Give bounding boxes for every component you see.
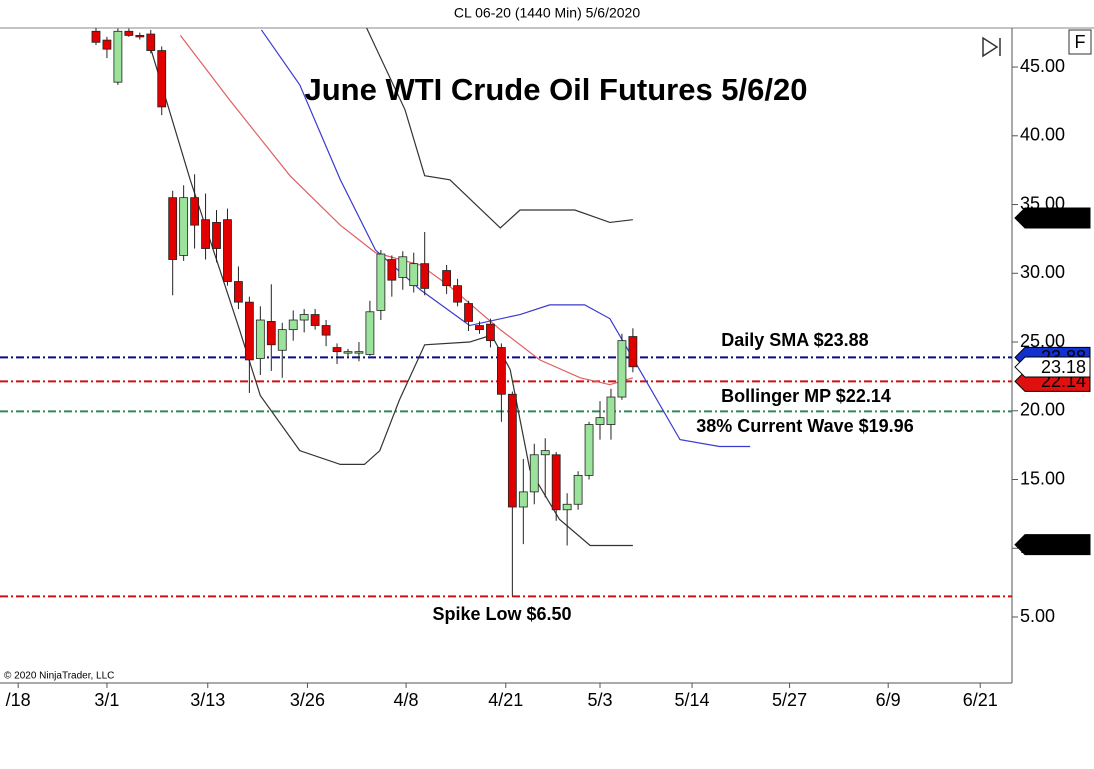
x-tick-label: 5/3 [587, 690, 612, 710]
x-tick-label: 3/26 [290, 690, 325, 710]
y-tick-label: 25.00 [1020, 331, 1065, 351]
candle-body [91, 30, 101, 43]
x-tick-label: 5/14 [675, 690, 710, 710]
plot-area [0, 28, 1012, 598]
price-tag-label: 10.26 [1041, 534, 1086, 554]
candle-body [496, 347, 506, 395]
candle-body [376, 253, 386, 311]
candle-body [223, 219, 232, 282]
candle-body [442, 270, 452, 287]
candle-body [518, 491, 528, 508]
price-tag [1014, 356, 1091, 378]
x-tick-label: 6/9 [876, 690, 901, 710]
header: CL 06-20 (1440 Min) 5/6/2020 [454, 5, 640, 21]
y-tick-label: 30.00 [1020, 262, 1065, 282]
y-tick-label: 5.00 [1020, 606, 1055, 626]
button-label[interactable]: F [1075, 32, 1086, 52]
candle-body [212, 222, 221, 249]
candle-body [486, 323, 495, 342]
y-tick-label: 45.00 [1020, 56, 1065, 76]
candle-body [398, 256, 408, 278]
y-tick-label: 40.00 [1020, 125, 1065, 145]
candle-body [540, 450, 550, 456]
candle-body [113, 30, 123, 83]
play-icon[interactable] [982, 36, 1001, 58]
candle-body [310, 314, 320, 326]
candle-body [628, 336, 638, 368]
candle-body [365, 311, 375, 355]
candle-body [299, 314, 309, 321]
indicator-line [179, 35, 634, 386]
candle-body [595, 417, 605, 425]
x-tick-label: 3/1 [94, 690, 119, 710]
button-box[interactable] [1068, 29, 1092, 55]
candle-body [234, 281, 243, 303]
candle-body [255, 319, 265, 359]
candle-body [288, 319, 298, 331]
candle-body [343, 351, 353, 354]
candle-body [606, 396, 616, 425]
candle-body [157, 50, 167, 108]
price-tag [1014, 207, 1091, 229]
candle-body [464, 303, 473, 322]
candle-body [201, 219, 210, 249]
candle-body [529, 454, 539, 493]
candle-body [617, 340, 627, 398]
copyright: © 2020 NinjaTrader, LLC [4, 671, 114, 682]
candle-body [102, 39, 112, 50]
candle-body [507, 393, 517, 508]
candle-body [562, 503, 572, 511]
candle-body [190, 197, 199, 226]
x-tick-label: 4/21 [488, 690, 523, 710]
candle-body [179, 197, 189, 256]
candle-body [277, 329, 287, 351]
candle-body [135, 35, 145, 38]
x-tick-label: 3/13 [190, 690, 225, 710]
level-annotation: Bollinger MP $22.14 [721, 386, 891, 406]
y-tick-label: 15.00 [1020, 468, 1065, 488]
candle-body [420, 263, 430, 289]
candle-body [168, 197, 178, 260]
candle-body [244, 301, 254, 361]
x-tick-label: 4/8 [394, 690, 419, 710]
price-tag [1014, 534, 1091, 556]
indicator-line [149, 44, 633, 547]
price-tag-label: 23.18 [1041, 357, 1086, 377]
candle-body [124, 30, 134, 36]
candle-body [453, 285, 462, 303]
candle-body [146, 33, 156, 51]
x-tick-label: 5/27 [772, 690, 807, 710]
candle-body [409, 263, 419, 287]
chart-title: June WTI Crude Oil Futures 5/6/20 [305, 72, 808, 107]
candle-body [573, 474, 583, 505]
level-annotation: Spike Low $6.50 [432, 604, 571, 624]
candle-body [387, 259, 397, 281]
x-tick-label: 6/21 [963, 690, 998, 710]
level-annotation: Daily SMA $23.88 [721, 330, 868, 350]
indicator-line [260, 29, 751, 448]
candle-body [332, 347, 342, 353]
price-tag-label: 34.02 [1041, 208, 1086, 228]
y-tick-label: 20.00 [1020, 400, 1065, 420]
candle-body [266, 321, 276, 346]
candle-body [475, 325, 484, 331]
candle-body [584, 424, 594, 476]
candle-body [354, 351, 364, 354]
x-tick-label: /18 [6, 690, 31, 710]
level-annotation: 38% Current Wave $19.96 [696, 416, 913, 436]
candle-body [551, 454, 561, 511]
indicator-line [366, 28, 633, 229]
candle-body [321, 325, 331, 336]
